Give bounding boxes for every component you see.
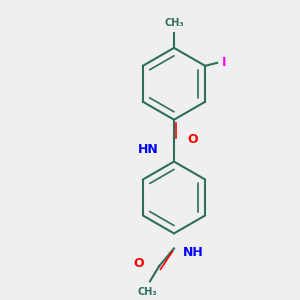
Text: CH₃: CH₃ (137, 287, 157, 297)
Text: I: I (222, 56, 226, 69)
Text: HN: HN (138, 143, 159, 156)
Text: O: O (134, 257, 144, 270)
Text: CH₃: CH₃ (164, 18, 184, 28)
Text: O: O (188, 133, 198, 146)
Text: NH: NH (183, 246, 204, 260)
